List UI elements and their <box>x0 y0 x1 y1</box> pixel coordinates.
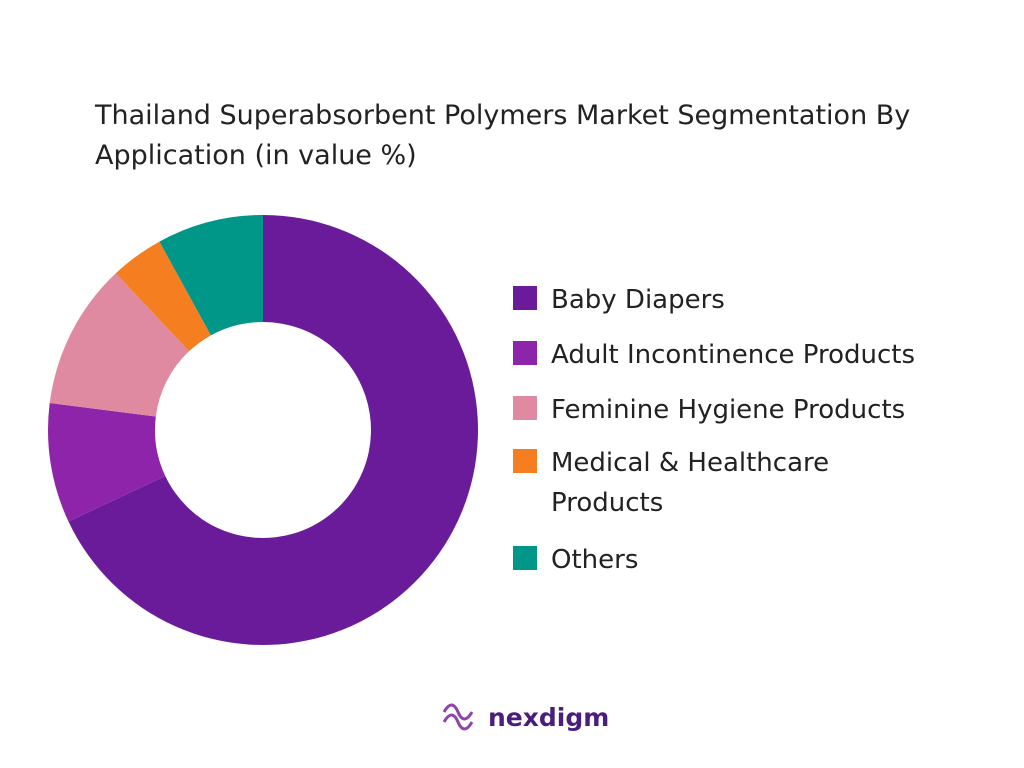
slice <box>115 241 211 352</box>
slice <box>159 215 263 336</box>
legend-swatch <box>513 341 537 365</box>
legend-item: Feminine Hygiene Products <box>513 390 1011 430</box>
legend-swatch <box>513 396 537 420</box>
brand: nexdigm <box>488 703 610 732</box>
legend-swatch <box>513 546 537 570</box>
chart-title: Thailand Superabsorbent Polymers Market … <box>95 100 911 171</box>
slice <box>49 273 190 417</box>
legend-item: Baby Diapers <box>513 280 1011 320</box>
legend-label: Adult Incontinence Products <box>551 340 916 370</box>
slice <box>68 215 478 645</box>
brand-logo <box>442 703 474 731</box>
legend-label: Feminine Hygiene Products <box>551 395 906 425</box>
legend-swatch <box>513 449 537 473</box>
legend-label: Others <box>551 545 639 575</box>
legend-swatch <box>513 286 537 310</box>
legend-label: Baby Diapers <box>551 285 725 315</box>
slice <box>47 403 166 522</box>
legend-item: Medical & Healthcare Products <box>513 443 881 523</box>
legend-item: Adult Incontinence Products <box>513 335 1011 375</box>
legend-label: Medical & Healthcare Products <box>551 448 830 518</box>
legend-item: Others <box>513 540 1011 580</box>
